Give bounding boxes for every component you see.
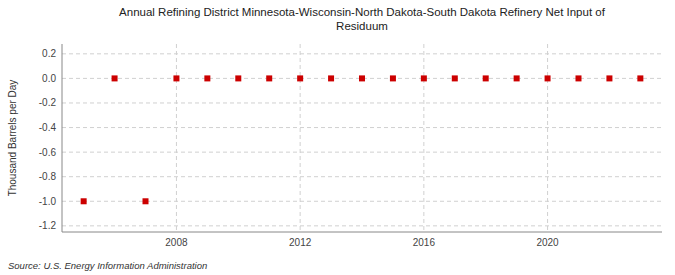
x-tick-label: 2020 <box>536 237 559 248</box>
point <box>545 75 551 81</box>
x-grid-line <box>176 44 177 232</box>
x-grid-line <box>300 44 301 232</box>
point <box>266 75 272 81</box>
point <box>483 75 489 81</box>
point <box>173 75 179 81</box>
y-grid-line <box>62 53 662 54</box>
point <box>514 75 520 81</box>
y-tick-label: -1.0 <box>39 196 57 207</box>
point <box>204 75 210 81</box>
x-tick-label: 2016 <box>413 237 436 248</box>
y-axis-label: Thousand Barrels per Day <box>7 80 18 197</box>
point <box>81 198 87 204</box>
x-grid-line <box>423 44 424 232</box>
point <box>359 75 365 81</box>
y-tick-label: -0.6 <box>39 147 57 158</box>
point <box>143 198 149 204</box>
point <box>452 75 458 81</box>
point <box>328 75 334 81</box>
y-grid-line <box>62 201 662 202</box>
y-tick-label: 0.0 <box>42 73 56 84</box>
points <box>81 75 644 204</box>
y-grid-line <box>62 225 662 226</box>
y-grid-line <box>62 127 662 128</box>
x-axis-line <box>62 232 662 233</box>
y-grid-line <box>62 152 662 153</box>
grid <box>62 44 662 232</box>
point <box>235 75 241 81</box>
y-grid-line <box>62 102 662 103</box>
y-grid-line <box>62 176 662 177</box>
y-tick-label: -0.2 <box>39 97 57 108</box>
point <box>390 75 396 81</box>
point <box>112 75 118 81</box>
y-tick-label: -0.4 <box>39 122 57 133</box>
y-tick-label: -0.8 <box>39 171 57 182</box>
x-tick-label: 2008 <box>165 237 188 248</box>
source: Source: U.S. Energy Information Administ… <box>8 260 207 271</box>
point <box>297 75 303 81</box>
y-axis-line <box>62 44 63 232</box>
y-tick-label: 0.2 <box>42 48 56 59</box>
x-tick-label: 2012 <box>289 237 312 248</box>
point <box>606 75 612 81</box>
background <box>0 0 675 275</box>
point <box>421 75 427 81</box>
chart: Annual Refining District Minnesota-Wisco… <box>0 0 675 275</box>
point <box>637 75 643 81</box>
x-grid-line <box>547 44 548 232</box>
y-tick-label: -1.2 <box>39 220 57 231</box>
point <box>575 75 581 81</box>
title: Annual Refining District Minnesota-Wisco… <box>119 6 606 32</box>
